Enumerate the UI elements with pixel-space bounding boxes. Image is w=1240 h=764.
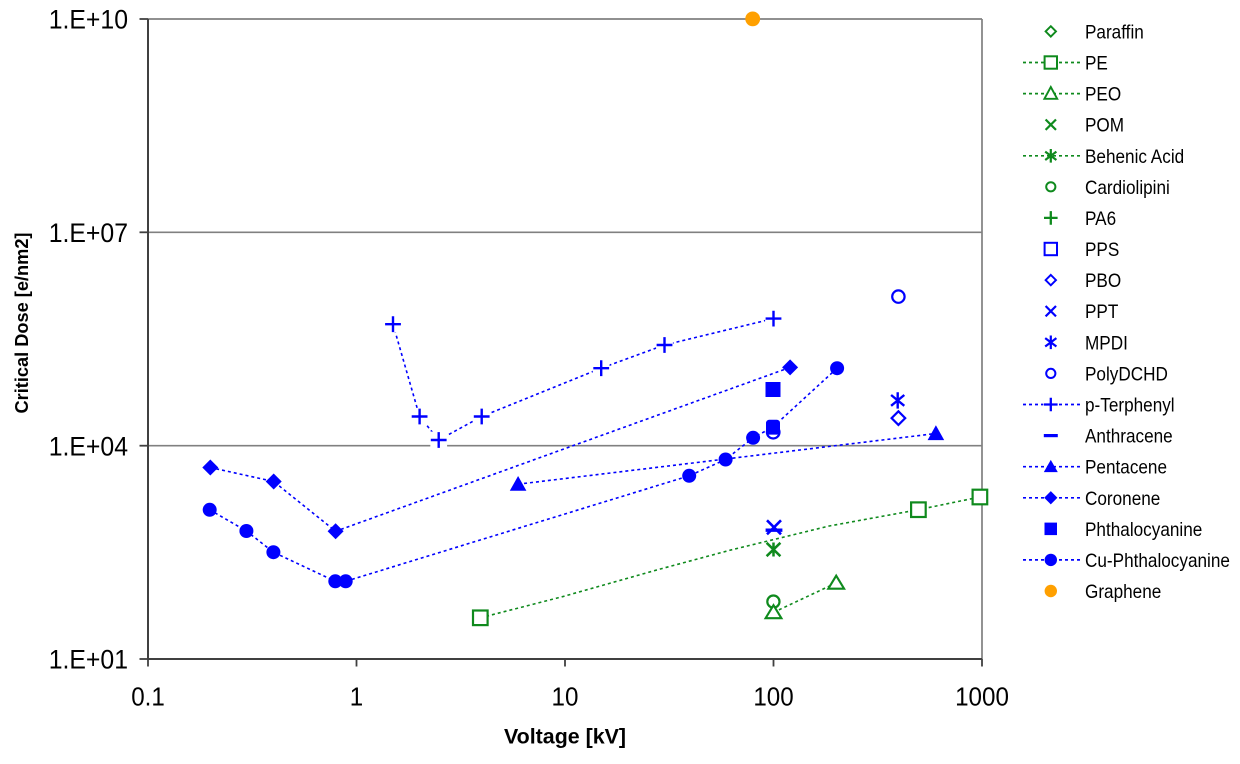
svg-text:10: 10	[552, 682, 579, 712]
svg-text:Cardiolipini: Cardiolipini	[1085, 176, 1170, 198]
svg-text:POM: POM	[1085, 114, 1124, 136]
svg-text:Coronene: Coronene	[1085, 487, 1160, 509]
svg-text:MPDI: MPDI	[1085, 331, 1128, 353]
svg-text:Pentacene: Pentacene	[1085, 456, 1167, 478]
svg-text:Graphene: Graphene	[1085, 580, 1161, 602]
svg-text:1.E+07: 1.E+07	[49, 218, 128, 248]
svg-text:Critical Dose [e/nm2]: Critical Dose [e/nm2]	[11, 233, 32, 414]
svg-text:1.E+04: 1.E+04	[49, 431, 128, 461]
svg-text:PPS: PPS	[1085, 238, 1119, 260]
svg-text:Voltage [kV]: Voltage [kV]	[504, 726, 626, 749]
svg-text:1000: 1000	[955, 682, 1009, 712]
svg-text:0.1: 0.1	[131, 682, 165, 712]
svg-text:PEO: PEO	[1085, 83, 1121, 105]
svg-text:PolyDCHD: PolyDCHD	[1085, 362, 1168, 384]
svg-text:PA6: PA6	[1085, 207, 1116, 229]
svg-text:1.E+01: 1.E+01	[49, 645, 128, 675]
svg-text:PE: PE	[1085, 51, 1108, 73]
svg-text:Phthalocyanine: Phthalocyanine	[1085, 518, 1202, 540]
svg-text:Paraffin: Paraffin	[1085, 20, 1144, 42]
svg-text:1: 1	[350, 682, 363, 712]
svg-text:1.E+10: 1.E+10	[49, 5, 128, 35]
svg-text:Cu-Phthalocyanine: Cu-Phthalocyanine	[1085, 549, 1230, 571]
svg-text:p-Terphenyl: p-Terphenyl	[1085, 393, 1175, 415]
svg-text:Anthracene: Anthracene	[1085, 425, 1173, 447]
svg-text:PPT: PPT	[1085, 300, 1118, 322]
svg-text:Behenic Acid: Behenic Acid	[1085, 145, 1184, 167]
svg-text:100: 100	[753, 682, 793, 712]
svg-text:PBO: PBO	[1085, 269, 1121, 291]
